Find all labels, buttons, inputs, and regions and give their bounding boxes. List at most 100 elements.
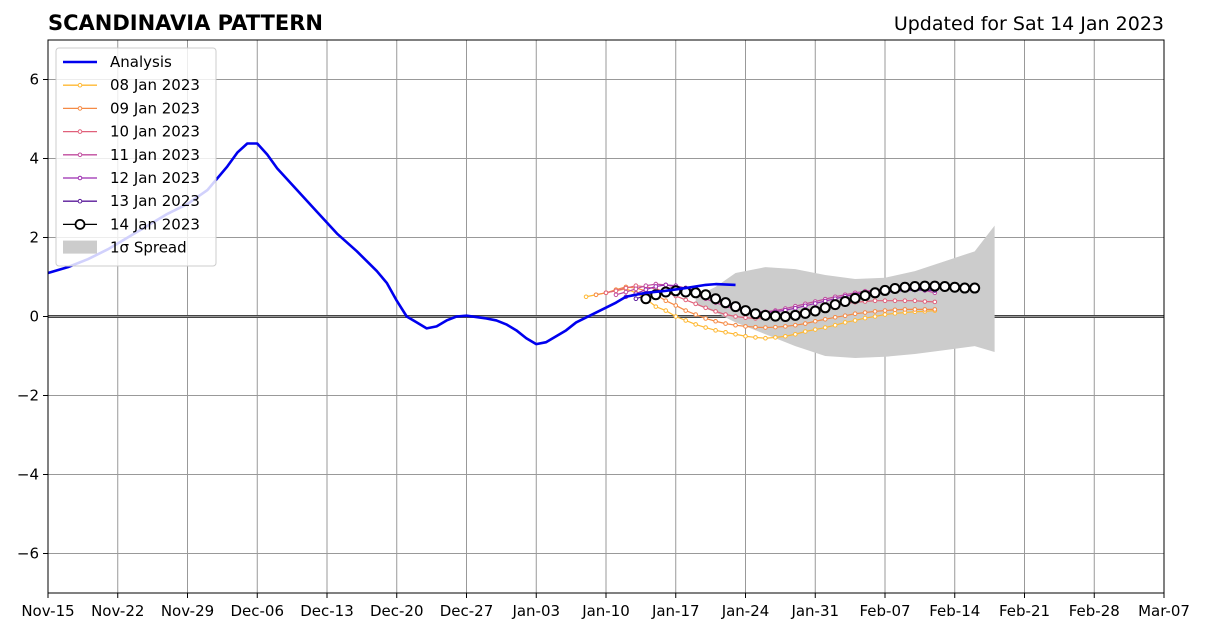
x-tick-label: Dec-27 xyxy=(440,602,494,620)
series-point xyxy=(882,308,888,313)
series-point xyxy=(812,301,818,306)
series-point xyxy=(743,324,748,329)
legend: Analysis 08 Jan 2023 09 Jan 2023 10 Jan 202… xyxy=(55,47,217,267)
series-7 xyxy=(640,280,981,322)
series-point xyxy=(809,305,821,317)
series-point xyxy=(802,303,808,309)
series-point xyxy=(892,307,898,313)
series-point xyxy=(773,335,778,340)
x-tick-label: Jan-17 xyxy=(651,602,700,620)
series-point xyxy=(713,328,718,333)
chart-subtitle: Updated for Sat 14 Jan 2023 xyxy=(894,13,1164,35)
x-tick-label: Feb-07 xyxy=(859,602,910,620)
series-point xyxy=(703,325,708,330)
series-point xyxy=(852,311,858,317)
series-point xyxy=(919,280,931,292)
series-point xyxy=(959,282,971,294)
series-point xyxy=(872,314,878,319)
y-tick-label: −4 xyxy=(17,466,39,484)
series-point xyxy=(812,318,818,324)
legend-label: 10 Jan 2023 xyxy=(110,123,200,141)
y-tick-label: −6 xyxy=(17,545,39,563)
series-point xyxy=(673,303,679,308)
series-point xyxy=(902,307,908,312)
series-point xyxy=(733,314,738,319)
x-tick-label: Mar-07 xyxy=(1138,602,1190,620)
series-point xyxy=(663,308,669,313)
series-point xyxy=(862,310,868,315)
series-point xyxy=(753,324,758,330)
series-point xyxy=(783,324,788,329)
series-point xyxy=(643,283,649,288)
series-point xyxy=(783,333,788,339)
series-point xyxy=(623,285,629,291)
series-point xyxy=(799,307,811,319)
x-tick-label: Jan-24 xyxy=(721,602,770,620)
legend-marker xyxy=(77,129,83,134)
series-point xyxy=(793,331,798,337)
legend-item: Analysis xyxy=(63,53,172,71)
series-point xyxy=(759,309,771,321)
series-point xyxy=(872,309,878,314)
series-point xyxy=(613,292,619,298)
chart-title: SCANDINAVIA PATTERN xyxy=(48,11,323,35)
series-point xyxy=(822,325,828,330)
series-point xyxy=(753,335,758,340)
x-tick-label: Feb-21 xyxy=(999,602,1050,620)
legend-item: 14 Jan 2023 xyxy=(63,215,200,233)
series-point xyxy=(789,309,801,321)
series-point xyxy=(623,289,629,295)
series-point xyxy=(929,280,941,292)
legend-label: 14 Jan 2023 xyxy=(110,215,200,233)
series-point xyxy=(909,280,921,292)
legend-marker xyxy=(74,218,86,230)
series-point xyxy=(723,330,728,335)
x-tick-label: Nov-15 xyxy=(21,602,74,620)
series-point xyxy=(793,322,798,328)
series-point xyxy=(720,297,732,309)
legend-item: 10 Jan 2023 xyxy=(63,123,200,141)
series-point xyxy=(743,315,748,320)
y-tick-label: 6 xyxy=(29,71,39,89)
x-tick-label: Jan-31 xyxy=(790,602,839,620)
series-point xyxy=(859,290,871,302)
y-axis-ticks: −6 −4 −2 0 2 4 6 xyxy=(17,71,48,563)
series-point xyxy=(802,329,808,334)
series-point xyxy=(862,315,868,321)
series-point xyxy=(690,287,702,299)
series-point xyxy=(842,320,848,325)
x-tick-label: Dec-13 xyxy=(300,602,354,620)
series-point xyxy=(723,321,728,326)
series-point xyxy=(939,280,951,292)
x-tick-label: Nov-29 xyxy=(161,602,214,620)
series-point xyxy=(693,301,698,307)
series-point xyxy=(733,322,738,328)
x-axis-ticks: Nov-15 Nov-22 Nov-29 Dec-06 Dec-13 Dec-20 Dec-… xyxy=(21,593,1190,620)
legend-label: 1σ Spread xyxy=(110,239,187,257)
series-point xyxy=(640,293,652,305)
series-point xyxy=(899,281,911,293)
series-point xyxy=(932,307,938,312)
legend-label: 08 Jan 2023 xyxy=(110,76,200,94)
series-point xyxy=(749,308,761,320)
series-point xyxy=(932,299,938,305)
series-point xyxy=(583,294,589,300)
series-point xyxy=(710,293,722,305)
series-point xyxy=(663,298,669,304)
series-point xyxy=(713,318,718,324)
legend-marker xyxy=(77,152,83,158)
x-tick-label: Feb-28 xyxy=(1069,602,1120,620)
series-point xyxy=(693,312,698,317)
series-point xyxy=(889,282,901,294)
series-point xyxy=(683,297,689,303)
spread-area xyxy=(695,225,995,358)
forecast-series xyxy=(583,280,981,341)
series-point xyxy=(653,284,659,289)
x-tick-label: Jan-10 xyxy=(581,602,630,620)
legend-item: 09 Jan 2023 xyxy=(63,99,200,117)
series-point xyxy=(740,305,751,317)
legend-label: 09 Jan 2023 xyxy=(110,99,200,117)
series-point xyxy=(769,310,781,322)
series-point xyxy=(703,305,708,311)
x-tick-label: Dec-20 xyxy=(370,602,424,620)
